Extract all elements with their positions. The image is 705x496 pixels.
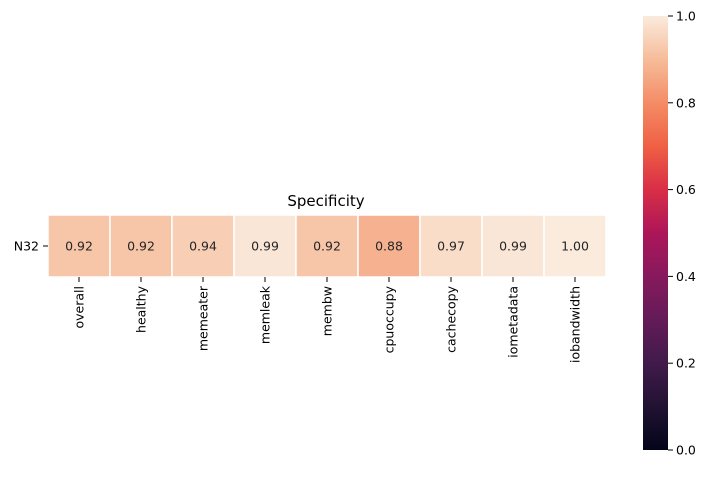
chart-title: Specificity (287, 192, 364, 210)
column-label: memleak (258, 285, 273, 344)
cell-value-label: 0.94 (189, 239, 217, 254)
cell-value-label: 0.92 (65, 239, 93, 254)
cell-value-label: 0.97 (437, 239, 465, 254)
cell-value-label: 0.92 (313, 239, 341, 254)
heatmap-cell (109, 214, 173, 278)
cell-value-label: 0.88 (375, 239, 403, 254)
cell-value-label: 0.99 (251, 239, 279, 254)
column-label: overall (72, 286, 87, 328)
column-label: membw (320, 286, 335, 336)
column-label: cpuoccupy (382, 285, 397, 353)
colorbar-tick-label: 0.6 (676, 182, 696, 197)
column-label: healthy (134, 285, 149, 333)
column-label: cachecopy (444, 285, 459, 352)
colorbar-tick-label: 0.2 (676, 356, 696, 371)
column-label: iometadata (506, 286, 521, 358)
heatmap-cell (357, 214, 421, 278)
cell-value-label: 0.99 (499, 239, 527, 254)
column-label: iobandwidth (568, 286, 583, 363)
row-label: N32 (14, 239, 39, 254)
colorbar-tick-label: 0.0 (676, 443, 696, 458)
column-label: memeater (196, 285, 211, 351)
colorbar (643, 16, 668, 450)
heatmap-cell (481, 214, 545, 278)
cell-value-label: 0.92 (127, 239, 155, 254)
cell-value-label: 1.00 (561, 239, 589, 254)
colorbar-tick-label: 0.4 (676, 269, 696, 284)
colorbar-tick-label: 1.0 (676, 9, 696, 24)
colorbar-tick-label: 0.8 (676, 95, 696, 110)
